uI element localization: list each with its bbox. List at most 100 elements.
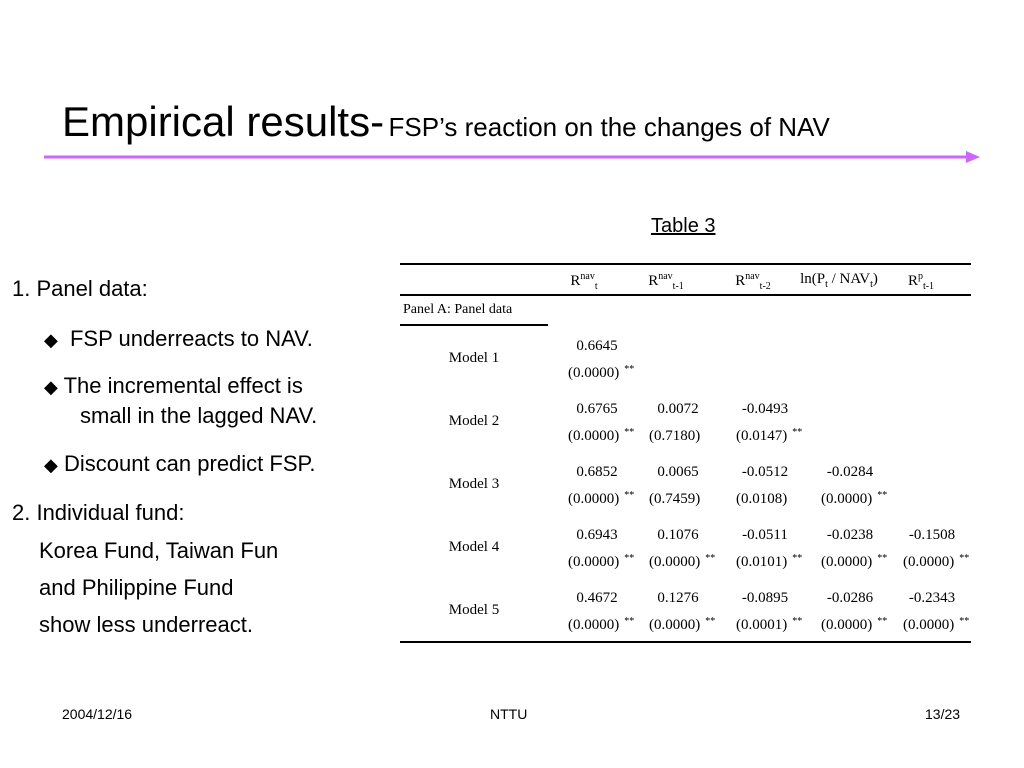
coefficient-cell: -0.2343 xyxy=(908,590,956,606)
p-value: (0.0000) xyxy=(568,365,620,381)
panel-label-rule xyxy=(400,324,548,326)
significance-stars: ** xyxy=(959,616,970,627)
significance-stars: ** xyxy=(624,364,635,375)
p-value-cell: (0.0000) ** xyxy=(568,364,634,382)
table-header-rule xyxy=(400,294,971,296)
coefficient-cell: 0.4672 xyxy=(576,590,618,606)
p-value: (0.0147) xyxy=(736,428,788,444)
col-header-r-p-t-1: Rpt-1 xyxy=(907,271,935,292)
coefficient-cell: -0.0511 xyxy=(742,527,788,543)
p-value-cell: (0.0108) xyxy=(736,490,792,508)
p-value: (0.0101) xyxy=(736,554,788,570)
p-value-cell: (0.0000) ** xyxy=(568,490,634,508)
p-value: (0.0000) xyxy=(821,491,873,507)
col-header-r-nav-t-2: Rnavt-2 xyxy=(735,271,771,292)
bullet-item: ◆ The incremental effect is xyxy=(44,373,303,399)
row-label: Model 4 xyxy=(448,539,500,555)
p-value: (0.0000) xyxy=(903,617,955,633)
p-value: (0.7459) xyxy=(649,491,701,507)
coefficient-cell: -0.0238 xyxy=(826,527,874,543)
footer-date: 2004/12/16 xyxy=(62,706,133,722)
p-value: (0.0000) xyxy=(568,617,620,633)
coefficient-cell: 0.6765 xyxy=(576,401,618,417)
diamond-bullet-icon: ◆ xyxy=(44,330,58,350)
table-bottom-rule xyxy=(400,641,971,643)
significance-stars: ** xyxy=(624,427,635,438)
bullet-text: Discount can predict FSP. xyxy=(63,451,316,476)
p-value-cell: (0.0000) ** xyxy=(568,616,634,634)
coefficient-cell: -0.0895 xyxy=(741,590,789,606)
p-value-cell: (0.0000) ** xyxy=(903,553,969,571)
p-value-cell: (0.0000) ** xyxy=(649,553,715,571)
row-label: Model 1 xyxy=(448,350,500,366)
significance-stars: ** xyxy=(705,616,716,627)
col-header-r-nav-t: Rnavt xyxy=(570,271,598,292)
bullet-text: FSP underreacts to NAV. xyxy=(69,326,313,351)
p-value-cell: (0.0000) ** xyxy=(821,490,887,508)
p-value-cell: (0.0000) ** xyxy=(568,553,634,571)
panel-label: Panel A: Panel data xyxy=(403,302,513,317)
diamond-bullet-icon: ◆ xyxy=(44,377,58,397)
p-value: (0.0000) xyxy=(568,428,620,444)
significance-stars: ** xyxy=(877,616,888,627)
individual-fund-line: Korea Fund, Taiwan Fun xyxy=(39,538,279,563)
row-label: Model 5 xyxy=(448,602,500,618)
significance-stars: ** xyxy=(877,553,888,564)
significance-stars: ** xyxy=(792,427,803,438)
significance-stars: ** xyxy=(624,490,635,501)
p-value: (0.0000) xyxy=(649,617,701,633)
p-value-cell: (0.0000) ** xyxy=(649,616,715,634)
significance-stars: ** xyxy=(624,616,635,627)
coefficient-cell: 0.6852 xyxy=(576,464,618,480)
row-label: Model 2 xyxy=(448,413,500,429)
significance-stars: ** xyxy=(792,553,803,564)
coefficient-cell: 0.6943 xyxy=(576,527,618,543)
p-value: (0.0000) xyxy=(821,554,873,570)
p-value: (0.0000) xyxy=(903,554,955,570)
significance-stars: ** xyxy=(959,553,970,564)
table-top-rule xyxy=(400,263,971,265)
significance-stars: ** xyxy=(792,616,803,627)
coefficient-cell: 0.1076 xyxy=(657,527,699,543)
p-value: (0.0001) xyxy=(736,617,788,633)
coefficient-cell: 0.0072 xyxy=(657,401,699,417)
p-value-cell: (0.0101) ** xyxy=(736,553,802,571)
p-value: (0.0000) xyxy=(568,491,620,507)
coefficient-cell: -0.0512 xyxy=(741,464,789,480)
p-value-cell: (0.0000) ** xyxy=(821,553,887,571)
title-subtitle: FSP’s reaction on the changes of NAV xyxy=(388,112,830,142)
p-value: (0.0000) xyxy=(568,554,620,570)
panel-data-heading: 1. Panel data: xyxy=(12,276,148,301)
diamond-bullet-icon: ◆ xyxy=(44,455,58,475)
individual-fund-line: show less underreact. xyxy=(39,612,253,637)
col-header-r-nav-t-1: Rnavt-1 xyxy=(648,271,684,292)
p-value: (0.0108) xyxy=(736,491,788,507)
title-arrow-rule xyxy=(44,151,980,163)
slide-title: Empirical results- FSP’s reaction on the… xyxy=(62,98,830,146)
significance-stars: ** xyxy=(877,490,888,501)
footer-org: NTTU xyxy=(490,706,528,722)
p-value: (0.0000) xyxy=(821,617,873,633)
arrow-head-icon xyxy=(966,151,980,163)
individual-fund-heading: 2. Individual fund: xyxy=(12,500,185,525)
p-value: (0.0000) xyxy=(649,554,701,570)
row-label: Model 3 xyxy=(448,476,500,492)
table-caption: Table 3 xyxy=(651,215,716,237)
p-value-cell: (0.0000) ** xyxy=(821,616,887,634)
title-main: Empirical results- xyxy=(62,98,385,145)
coefficient-cell: -0.1508 xyxy=(908,527,956,543)
footer-page-number: 13/23 xyxy=(925,706,961,722)
p-value-cell: (0.0000) ** xyxy=(903,616,969,634)
coefficient-cell: 0.6645 xyxy=(576,338,618,354)
col-header-ln-discount: ln(Pt / NAVt) xyxy=(800,271,878,290)
p-value: (0.7180) xyxy=(649,428,701,444)
coefficient-cell: -0.0284 xyxy=(826,464,874,480)
individual-fund-line: and Philippine Fund xyxy=(39,575,234,600)
p-value-cell: (0.7459) xyxy=(649,490,705,508)
p-value-cell: (0.7180) xyxy=(649,427,705,445)
coefficient-cell: -0.0493 xyxy=(741,401,789,417)
coefficient-cell: 0.0065 xyxy=(657,464,699,480)
bullet-text: The incremental effect is xyxy=(63,373,303,398)
bullet-item: ◆ Discount can predict FSP. xyxy=(44,451,315,477)
p-value-cell: (0.0000) ** xyxy=(568,427,634,445)
